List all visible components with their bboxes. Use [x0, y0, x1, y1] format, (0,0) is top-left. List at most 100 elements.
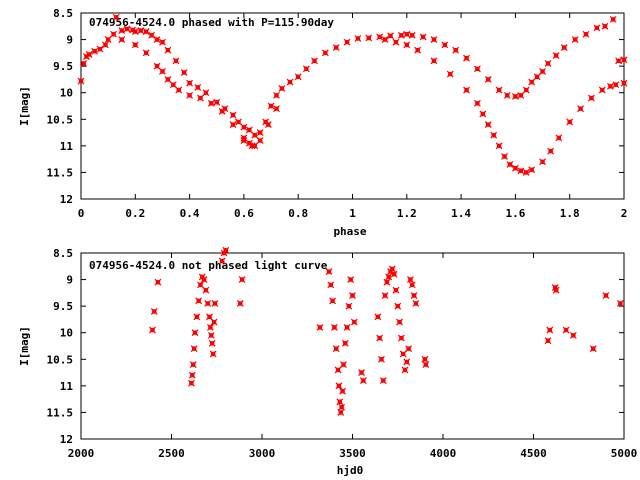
data-point	[200, 276, 208, 283]
data-point	[350, 318, 358, 326]
data-point	[495, 142, 503, 150]
x-tick-label: 2	[621, 207, 628, 220]
y-tick-label: 9.5	[53, 300, 73, 313]
data-point	[412, 300, 420, 307]
data-point	[343, 38, 351, 46]
data-point	[142, 28, 150, 36]
data-point	[399, 350, 407, 358]
data-point	[345, 302, 353, 310]
data-point	[229, 121, 237, 129]
data-point	[193, 313, 201, 321]
y-tick-label: 12	[60, 193, 73, 206]
data-point	[329, 297, 337, 305]
data-point	[419, 33, 427, 41]
data-point	[397, 31, 405, 39]
y-tick-label: 8.5	[53, 247, 73, 260]
data-point	[229, 111, 237, 119]
data-point	[484, 121, 492, 129]
data-point	[190, 345, 198, 353]
data-point	[479, 110, 487, 118]
data-point	[421, 355, 429, 363]
x-tick-label: 1.8	[560, 207, 580, 220]
data-point	[187, 379, 195, 387]
data-point	[552, 286, 560, 294]
data-point	[484, 76, 492, 83]
data-point	[359, 377, 367, 384]
x-tick-label: 0	[78, 207, 85, 220]
data-point	[547, 147, 555, 155]
data-point	[616, 300, 624, 307]
x-tick-label: 0.6	[234, 207, 254, 220]
data-point	[374, 313, 382, 321]
data-point	[118, 36, 126, 43]
y-tick-label: 9.5	[53, 60, 73, 73]
data-point	[175, 86, 183, 94]
data-point	[607, 82, 614, 90]
data-point	[569, 331, 577, 339]
data-point	[430, 57, 438, 65]
data-point	[560, 44, 568, 51]
phased-light-curve-panel: 074956-4524.0 phased with P=115.90day ph…	[18, 7, 628, 238]
data-point	[169, 81, 177, 89]
data-point	[405, 345, 413, 353]
data-point	[336, 398, 344, 406]
data-point	[343, 323, 351, 331]
data-point	[316, 323, 324, 331]
data-point	[422, 361, 430, 369]
data-point	[388, 265, 396, 273]
y-tick-label: 11	[60, 380, 74, 393]
data-point	[408, 31, 416, 39]
data-point	[511, 164, 519, 172]
unphased-light-curve-panel: 074956-4524.0 not phased light curve hjd…	[18, 246, 637, 477]
data-point	[378, 355, 385, 363]
data-point	[517, 167, 525, 175]
data-point	[238, 276, 246, 283]
data-point	[544, 337, 552, 345]
data-point	[189, 361, 197, 369]
data-point	[410, 292, 418, 299]
data-point	[615, 57, 622, 65]
x-tick-label: 0.4	[180, 207, 200, 220]
y-axis-label: I[mag]	[18, 326, 31, 366]
data-point	[379, 377, 387, 384]
data-point	[376, 33, 384, 41]
data-point	[159, 38, 166, 46]
data-point	[142, 49, 150, 57]
data-point	[406, 276, 414, 283]
data-point	[381, 36, 389, 43]
data-point	[334, 366, 342, 374]
y-axis-label: I[mag]	[18, 86, 31, 126]
data-point	[495, 86, 503, 94]
data-point	[390, 270, 398, 278]
data-point	[164, 76, 172, 83]
data-point	[501, 153, 508, 160]
data-point	[137, 27, 145, 34]
data-point	[566, 118, 574, 126]
data-point	[206, 323, 214, 331]
x-tick-label: 3000	[249, 447, 276, 460]
data-point	[148, 31, 156, 39]
data-point	[593, 24, 601, 32]
data-point	[248, 142, 256, 150]
data-point	[222, 246, 230, 254]
data-point	[218, 107, 226, 115]
data-point	[403, 358, 411, 366]
x-tick-label: 4000	[430, 447, 457, 460]
data-point	[577, 105, 584, 113]
data-point	[503, 91, 511, 99]
data-point	[403, 41, 411, 49]
x-tick-label: 1	[349, 207, 356, 220]
x-axis-label: hjd0	[337, 464, 364, 477]
data-point	[340, 361, 347, 369]
data-point	[150, 308, 158, 315]
data-point	[620, 79, 628, 87]
data-point	[202, 286, 210, 294]
data-point	[209, 350, 217, 358]
data-point	[546, 326, 554, 334]
data-point	[381, 292, 389, 299]
data-point	[186, 79, 194, 87]
data-point	[153, 36, 161, 43]
data-point	[159, 68, 166, 75]
data-point	[210, 318, 218, 326]
data-point	[110, 30, 118, 38]
